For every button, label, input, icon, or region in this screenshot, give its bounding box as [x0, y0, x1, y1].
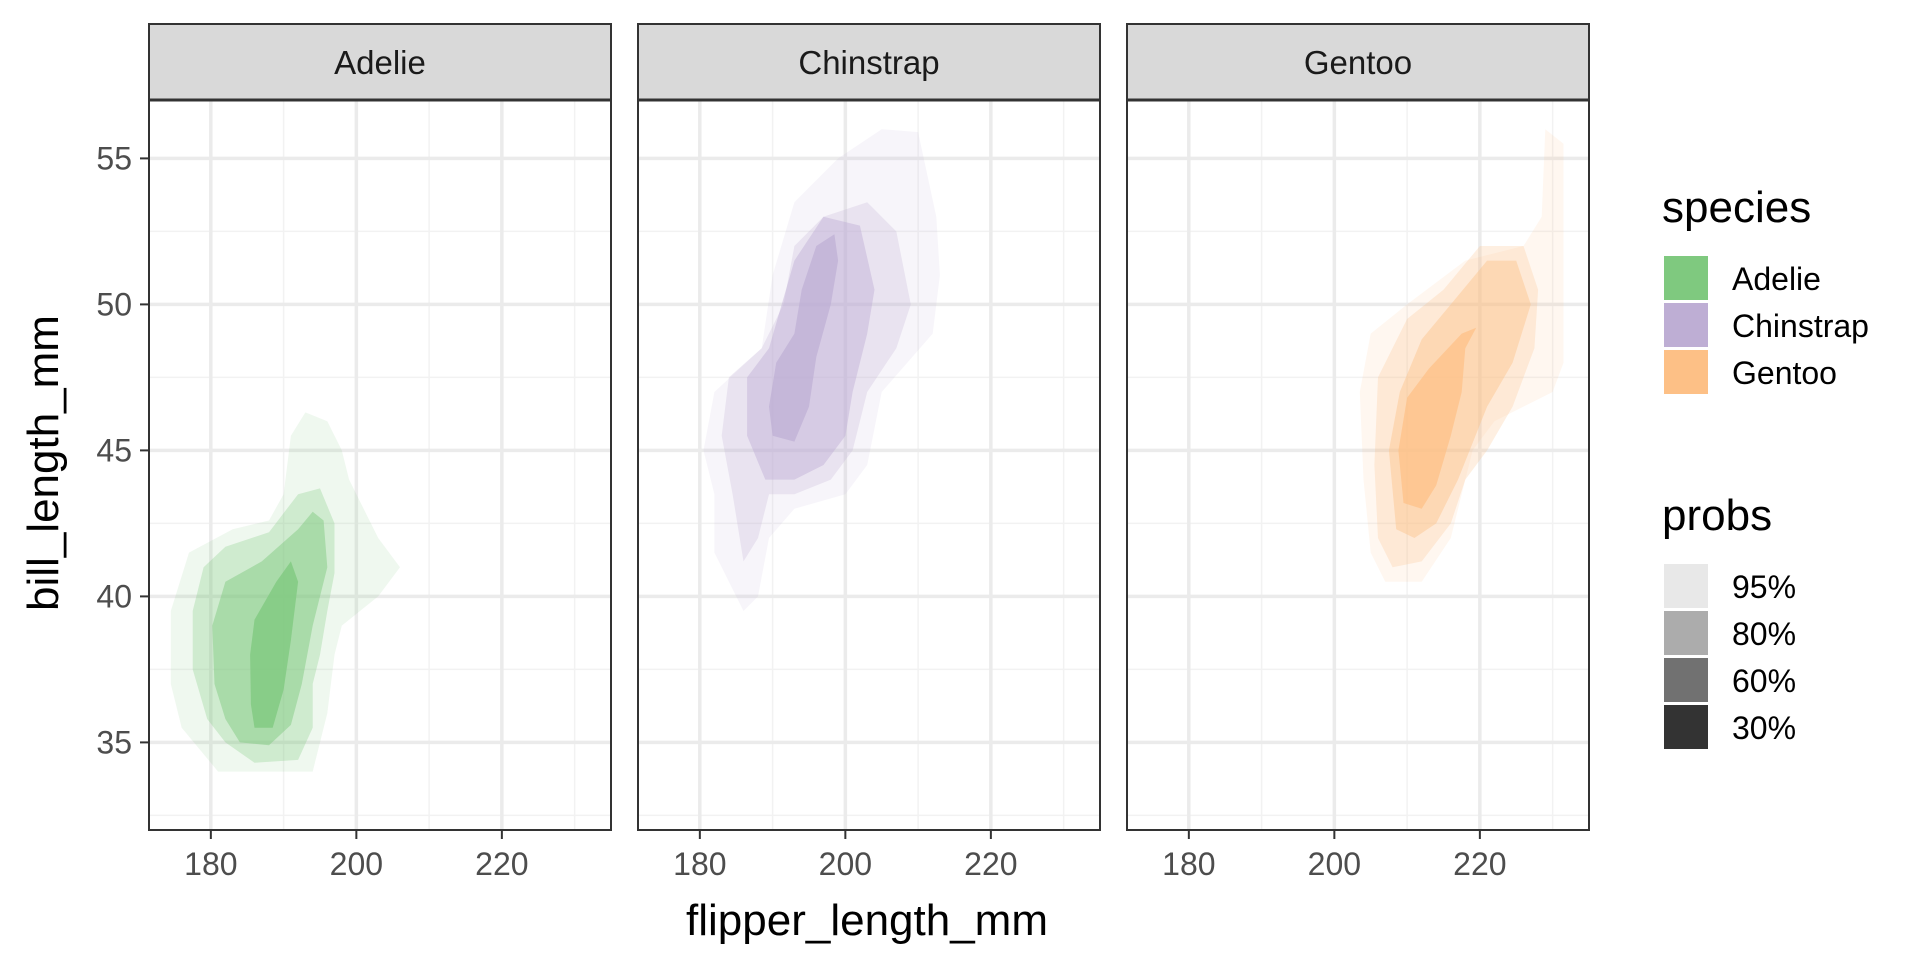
legend-label-adelie: Adelie [1732, 261, 1821, 297]
legend-label-chinstrap: Chinstrap [1732, 308, 1869, 344]
x-tick-label: 200 [1308, 846, 1361, 882]
density-band-chinstrap-30pct [769, 234, 839, 442]
legend-probs-title: probs [1662, 491, 1772, 540]
x-tick-label: 200 [330, 846, 383, 882]
legend-label-prob-80pct: 80% [1732, 616, 1796, 652]
legend-swatch-chinstrap [1664, 303, 1708, 347]
legend-swatch-prob-30pct [1664, 705, 1708, 749]
facet-panel-gentoo: Gentoo 180 200 220 [1126, 23, 1590, 882]
facet-panels: Adelie 180 200 220 35 40 45 50 55 Chinstrap 180 200… [96, 23, 1590, 882]
facet-panel-adelie: Adelie 180 200 220 35 40 45 50 55 [96, 23, 612, 882]
y-tick-label: 40 [96, 578, 132, 614]
legend-swatch-adelie [1664, 256, 1708, 300]
y-tick-label: 50 [96, 286, 132, 322]
legend-swatch-prob-80pct [1664, 611, 1708, 655]
legend-label-prob-30pct: 30% [1732, 710, 1796, 746]
x-tick-label: 200 [819, 846, 872, 882]
x-tick-label: 220 [964, 846, 1017, 882]
legend-swatch-gentoo [1664, 350, 1708, 394]
x-axis-title: flipper_length_mm [686, 896, 1048, 945]
y-tick-label: 55 [96, 140, 132, 176]
facet-strip-label: Chinstrap [798, 44, 939, 81]
legend-species: species Adelie Chinstrap Gentoo [1662, 183, 1869, 394]
panel-background [149, 100, 611, 830]
legend-label-prob-95pct: 95% [1732, 569, 1796, 605]
x-tick-label: 180 [673, 846, 726, 882]
legend-swatch-prob-60pct [1664, 658, 1708, 702]
panel-background [638, 100, 1100, 830]
facet-strip-label: Gentoo [1304, 44, 1412, 81]
y-tick-label: 45 [96, 432, 132, 468]
x-axis-title-group: flipper_length_mm [686, 896, 1048, 945]
legend-swatch-prob-95pct [1664, 564, 1708, 608]
density-band-chinstrap-95pct [703, 129, 940, 611]
legend-probs: probs 95% 80% 60% 30% [1662, 491, 1796, 749]
x-tick-label: 180 [184, 846, 237, 882]
x-tick-label: 220 [475, 846, 528, 882]
facet-strip [1126, 23, 1590, 101]
y-axis-title: bill_length_mm [19, 315, 68, 611]
legend-label-gentoo: Gentoo [1732, 355, 1837, 391]
density-band-chinstrap-80pct [721, 202, 911, 562]
density-band-gentoo-30pct [1398, 327, 1477, 509]
facet-strip-label: Adelie [334, 44, 426, 81]
facet-strip [148, 23, 612, 101]
panel-background [1127, 100, 1589, 830]
facet-panel-chinstrap: Chinstrap 180 200 220 [637, 23, 1101, 882]
legend-species-title: species [1662, 183, 1811, 232]
facet-strip [637, 23, 1101, 101]
x-tick-label: 220 [1453, 846, 1506, 882]
y-axis-title-group: bill_length_mm [19, 315, 68, 611]
density-band-adelie-30pct [250, 561, 299, 728]
y-tick-label: 35 [96, 724, 132, 760]
x-tick-label: 180 [1162, 846, 1215, 882]
legend-label-prob-60pct: 60% [1732, 663, 1796, 699]
